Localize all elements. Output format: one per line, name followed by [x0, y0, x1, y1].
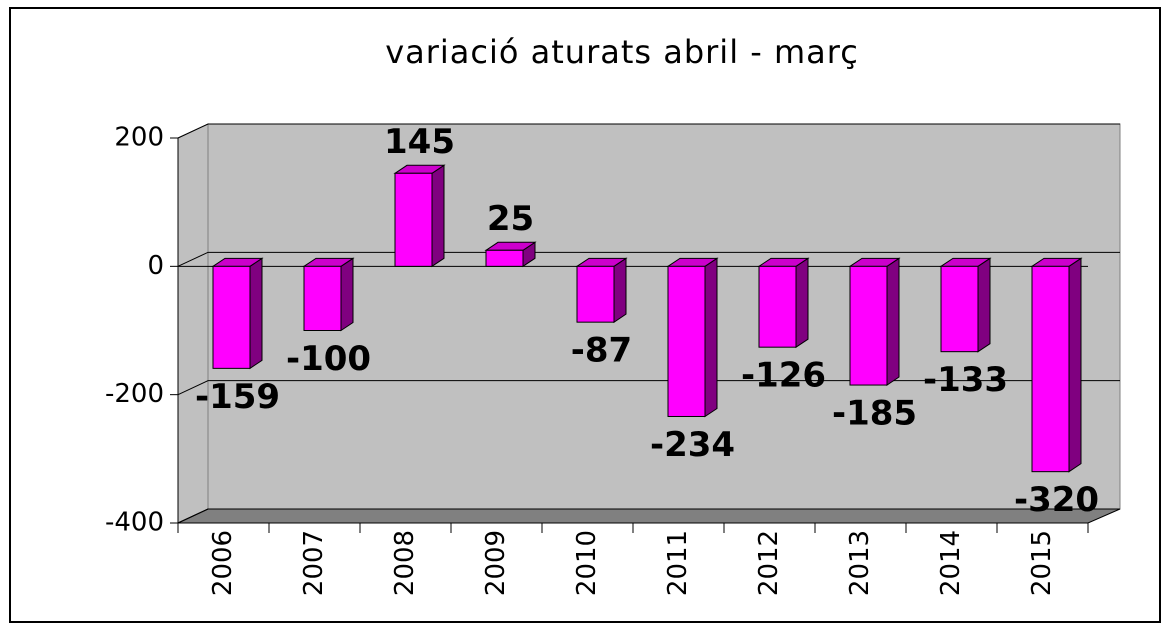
bar	[576, 265, 615, 323]
x-tick-label: 2012	[754, 530, 784, 596]
x-tick-label: 2011	[663, 530, 693, 596]
data-label: 145	[384, 122, 455, 162]
grid-line	[177, 508, 1120, 524]
bar	[303, 265, 342, 332]
bar	[1031, 265, 1070, 473]
x-tick-label: 2014	[936, 530, 966, 596]
floor	[177, 508, 1121, 524]
data-label: -87	[571, 331, 632, 371]
data-label: -100	[286, 339, 371, 379]
bar-side	[977, 257, 991, 353]
x-tick-label: 2008	[390, 530, 420, 596]
data-label: -320	[1014, 480, 1099, 520]
data-label: -126	[741, 356, 826, 396]
grid-line	[177, 123, 1120, 139]
bar	[758, 265, 797, 348]
data-label: -133	[923, 360, 1008, 400]
bar-side	[249, 257, 263, 370]
y-tick-label: 0	[147, 251, 164, 281]
chart-title: variació aturats abril - març	[385, 33, 859, 71]
bar-side	[886, 257, 900, 386]
bar	[212, 265, 251, 369]
x-tick-label: 2013	[845, 530, 875, 596]
data-label: 25	[487, 199, 534, 239]
grid-line	[177, 380, 1120, 396]
data-label: -159	[195, 377, 280, 417]
x-tick-label: 2007	[299, 530, 329, 596]
grid-line	[177, 251, 1120, 267]
bar-side	[795, 257, 809, 349]
y-tick-label: -200	[105, 379, 164, 409]
data-label: -185	[832, 394, 917, 434]
side-wall	[177, 123, 209, 524]
y-tick-label: 200	[114, 123, 164, 153]
bar-side	[613, 257, 627, 324]
data-label: -234	[650, 425, 735, 465]
bar-side	[704, 257, 718, 418]
x-tick-label: 2009	[481, 530, 511, 596]
bar	[394, 172, 433, 267]
x-tick-label: 2015	[1027, 530, 1057, 596]
bar	[667, 265, 706, 417]
bar	[485, 249, 524, 267]
bar-side	[1068, 257, 1082, 473]
x-tick-label: 2006	[208, 530, 238, 596]
bar	[940, 265, 979, 353]
y-tick-label: -400	[105, 508, 164, 538]
bar-side	[340, 257, 354, 332]
bar-side	[431, 164, 445, 268]
bar	[849, 265, 888, 386]
x-tick-label: 2010	[572, 530, 602, 596]
